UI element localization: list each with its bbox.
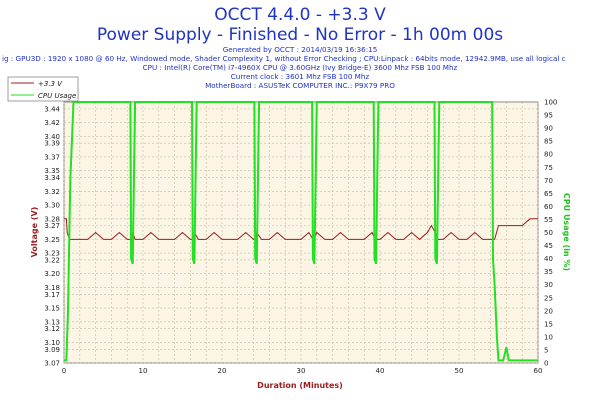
x-tick-label: 40	[376, 367, 385, 375]
y-tick-label: 3.35	[44, 167, 60, 175]
clock-info: Current clock : 3601 Mhz FSB 100 Mhz	[231, 72, 370, 81]
y-tick-label: 3.25	[44, 236, 60, 244]
x-tick-label: 10	[139, 367, 148, 375]
chart-subtitle: Power Supply - Finished - No Error - 1h …	[97, 25, 503, 45]
x-tick-label: 60	[534, 367, 543, 375]
y-axis-label: Voltage (V)	[30, 207, 39, 258]
motherboard-info: MotherBoard : ASUSTeK COMPUTER INC.: P9X…	[205, 81, 395, 90]
series-line-cpu-usage	[64, 101, 538, 362]
cpu-info: CPU : Intel(R) Core(TM) i7-4960X CPU @ 3…	[143, 63, 458, 72]
y-tick-label: 3.12	[44, 325, 60, 333]
y2-tick-label: 35	[544, 268, 553, 276]
y-tick-label: 3.44	[44, 105, 60, 113]
y2-tick-label: 25	[544, 294, 553, 302]
y-tick-label: 3.09	[44, 346, 60, 354]
y2-tick-label: 85	[544, 138, 553, 146]
y-tick-label: 3.22	[44, 256, 60, 264]
x-axis-label: Duration (Minutes)	[257, 381, 343, 390]
x-tick-label: 30	[297, 367, 306, 375]
y-tick-label: 3.20	[44, 270, 60, 278]
y2-tick-label: 50	[544, 229, 553, 237]
legend-box	[7, 76, 79, 102]
config-info: ig : GPU3D : 1920 x 1080 @ 60 Hz, Window…	[2, 54, 566, 63]
generated-info: Generated by OCCT : 2014/03/19 16:36:15	[223, 45, 378, 54]
y2-tick-label: 20	[544, 307, 553, 315]
ticks-layer: 3.07 3.093.10 3.123.13 3.15 3.173.18 3.20 3.22…	[44, 99, 557, 376]
y2-tick-label: 90	[544, 125, 553, 133]
y-tick-label: 3.07	[44, 360, 60, 368]
series-layer	[64, 101, 538, 362]
y-tick-label: 3.13	[44, 318, 60, 326]
y-tick-label: 3.27	[44, 222, 60, 230]
y2-tick-label: 30	[544, 281, 553, 289]
y2-tick-label: 55	[544, 216, 553, 224]
legend-cpu-label: CPU Usage	[38, 92, 76, 100]
y2-tick-label: 65	[544, 190, 553, 198]
y2-tick-label: 15	[544, 320, 553, 328]
y-tick-label: 3.17	[44, 291, 60, 299]
y2-axis-label: CPU Usage (in %)	[562, 193, 571, 271]
x-tick-label: 0	[62, 367, 66, 375]
y2-tick-label: 5	[544, 346, 548, 354]
y2-tick-label: 100	[544, 99, 557, 107]
y-tick-label: 3.18	[44, 284, 60, 292]
y-tick-label: 3.23	[44, 250, 60, 258]
y2-tick-label: 75	[544, 164, 553, 172]
x-tick-label: 50	[455, 367, 464, 375]
y-tick-label: 3.28	[44, 215, 60, 223]
y-tick-label: 3.30	[44, 202, 60, 210]
legend: +3.3 V CPU Usage	[7, 76, 79, 102]
grid	[63, 102, 539, 364]
y-tick-label: 3.15	[44, 305, 60, 313]
y2-tick-label: 70	[544, 177, 553, 185]
y2-tick-label: 10	[544, 333, 553, 341]
y-tick-label: 3.39	[44, 140, 60, 148]
y2-tick-label: 45	[544, 242, 553, 250]
y2-tick-label: 40	[544, 255, 553, 263]
chart-title: OCCT 4.4.0 - +3.3 V	[214, 5, 386, 25]
y2-tick-label: 95	[544, 112, 553, 120]
y2-tick-label: 80	[544, 151, 553, 159]
y-tick-label: 3.10	[44, 339, 60, 347]
y-tick-label: 3.37	[44, 153, 60, 161]
y-tick-label: 3.34	[44, 174, 60, 182]
y2-tick-label: 60	[544, 203, 553, 211]
y-tick-label: 3.40	[44, 133, 60, 141]
legend-voltage-label: +3.3 V	[38, 80, 63, 88]
y-tick-label: 3.42	[44, 119, 60, 127]
y-tick-label: 3.32	[44, 188, 60, 196]
x-tick-label: 20	[218, 367, 227, 375]
y2-tick-label: 0	[544, 360, 548, 368]
